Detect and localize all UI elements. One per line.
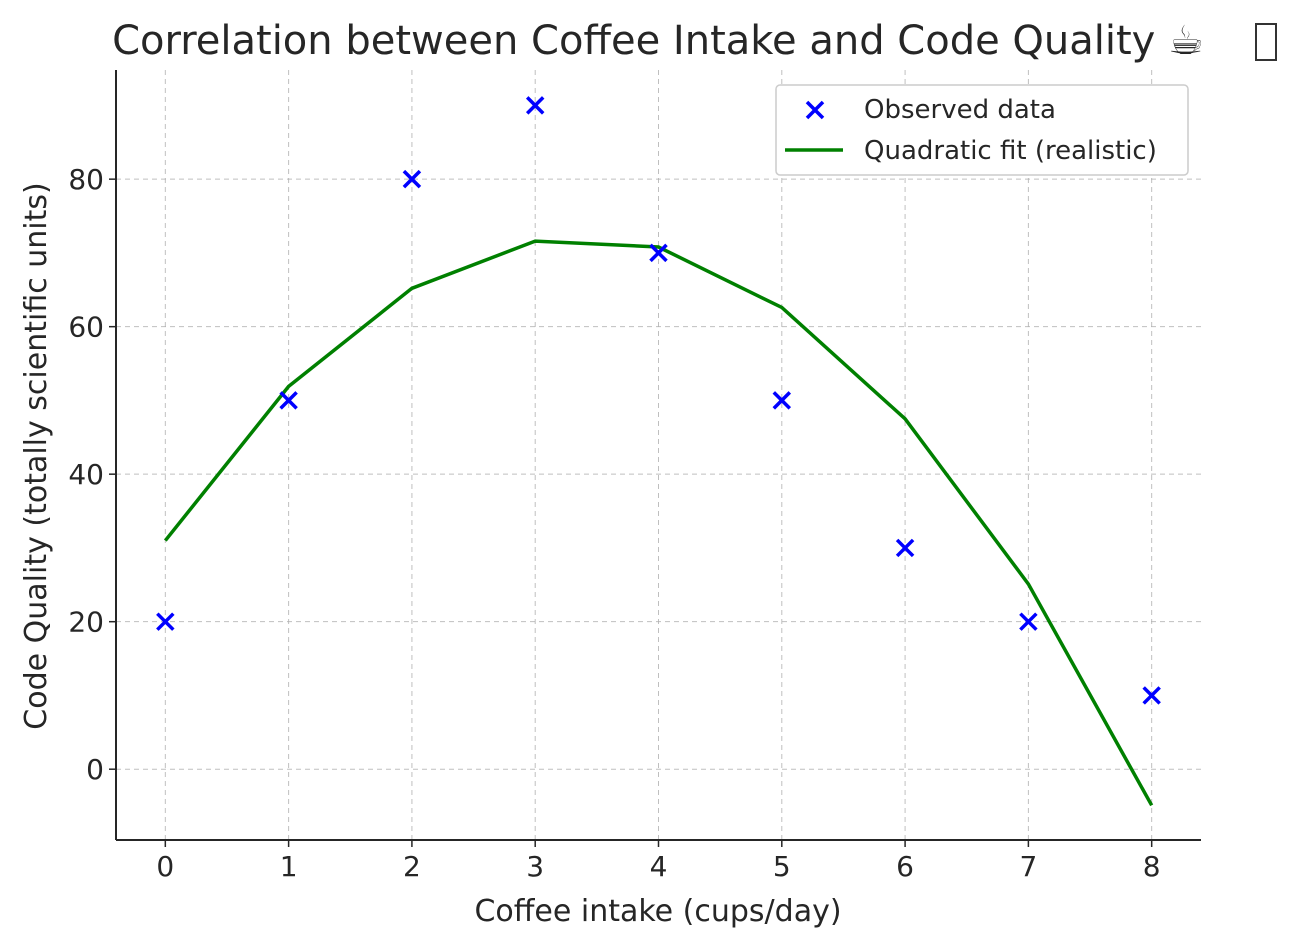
missing-glyph-icon bbox=[1255, 23, 1277, 61]
x-tick-label: 6 bbox=[896, 850, 914, 883]
legend-marker-observed bbox=[805, 100, 825, 120]
legend-label-fit: Quadratic fit (realistic) bbox=[864, 136, 1157, 166]
chart-title: Correlation between Coffee Intake and Co… bbox=[112, 18, 1204, 64]
data-point-stroke bbox=[772, 391, 792, 410]
data-point-stroke bbox=[402, 169, 422, 189]
data-point bbox=[402, 169, 422, 189]
data-point-stroke bbox=[895, 538, 915, 558]
y-tick-label: 20 bbox=[68, 606, 104, 639]
legend: Observed data Quadratic fit (realistic) bbox=[775, 84, 1189, 176]
data-point bbox=[525, 96, 545, 115]
y-tick-label: 40 bbox=[68, 458, 104, 491]
y-tick-label: 0 bbox=[86, 753, 104, 786]
x-tick-label: 3 bbox=[526, 850, 544, 883]
data-point bbox=[772, 391, 792, 410]
data-point bbox=[895, 538, 915, 558]
x-tick-label: 4 bbox=[650, 850, 668, 883]
data-point-stroke bbox=[525, 96, 545, 115]
x-tick-label: 7 bbox=[1019, 850, 1037, 883]
data-point-stroke bbox=[1142, 686, 1161, 705]
x-tick-label: 8 bbox=[1143, 850, 1161, 883]
data-point bbox=[1019, 612, 1038, 631]
y-tick-label: 80 bbox=[68, 163, 104, 196]
data-point-stroke bbox=[156, 612, 175, 631]
data-point-stroke bbox=[279, 391, 298, 410]
data-point bbox=[156, 612, 175, 631]
marks bbox=[156, 96, 1161, 807]
data-point bbox=[1142, 686, 1161, 705]
legend-frame bbox=[775, 84, 1189, 176]
x-tick-label: 2 bbox=[403, 850, 421, 883]
y-axis-label: Code Quality (totally scientific units) bbox=[19, 182, 54, 729]
x-tick-label: 1 bbox=[280, 850, 298, 883]
x-tick-label: 5 bbox=[773, 850, 791, 883]
y-tick-label: 60 bbox=[68, 311, 104, 344]
x-tick-label: 0 bbox=[156, 850, 174, 883]
grid bbox=[116, 70, 1201, 840]
x-axis-label: Coffee intake (cups/day) bbox=[474, 894, 841, 929]
legend-label-observed: Observed data bbox=[864, 95, 1056, 125]
data-point-stroke bbox=[1019, 612, 1038, 631]
fit-line bbox=[163, 239, 1154, 807]
data-point bbox=[649, 243, 668, 263]
data-point bbox=[279, 391, 298, 410]
data-point-stroke bbox=[649, 243, 668, 263]
